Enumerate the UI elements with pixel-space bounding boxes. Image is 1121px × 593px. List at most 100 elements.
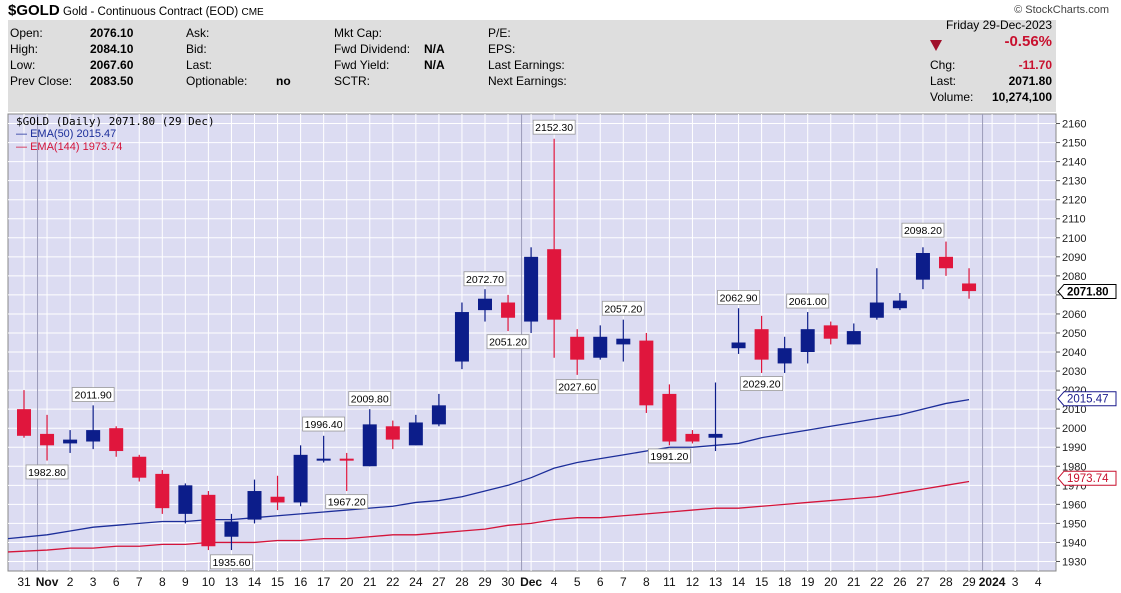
mkt-cap-label: Mkt Cap:: [334, 26, 383, 40]
candle-body: [17, 409, 31, 436]
x-tick-label: 8: [159, 575, 166, 589]
price-annotation-box: [901, 222, 945, 238]
y-tick-label: 2050: [1062, 328, 1086, 340]
x-tick-label: 9: [182, 575, 189, 589]
x-tick-label: 15: [271, 575, 285, 589]
x-tick-label: 21: [363, 575, 377, 589]
candle-body: [270, 496, 285, 503]
price-tag: [1057, 391, 1117, 407]
price-annotation-box: [740, 376, 783, 391]
candle-body: [754, 329, 769, 360]
next-earnings-label: Next Earnings:: [488, 74, 567, 88]
x-tick-label: 2024: [979, 575, 1006, 589]
price-annotation-box: [325, 494, 369, 510]
x-tick-label: 28: [939, 575, 953, 589]
x-tick-label: 26: [893, 575, 907, 589]
prev-close-label: Prev Close:: [10, 74, 73, 88]
price-annotation-label: 2009.80: [351, 394, 389, 406]
candle-body: [155, 473, 170, 509]
x-tick-label: 21: [847, 575, 861, 589]
y-tick-label: 2120: [1062, 195, 1086, 207]
candle-body: [109, 428, 124, 452]
candle-body: [777, 348, 792, 364]
quote-panel: Open: 2076.10 High: 2084.10 Low: 2067.60…: [8, 18, 1056, 112]
fwd-yield-value: N/A: [424, 58, 445, 72]
price-annotation-label: 1967.20: [328, 497, 366, 509]
candle-body: [247, 491, 262, 520]
y-tick-label: 2060: [1062, 309, 1086, 321]
x-tick-label: 14: [248, 575, 262, 589]
price-annotation-label: 2057.20: [604, 303, 642, 315]
fwd-dividend-value: N/A: [424, 42, 445, 56]
x-tick-label: 22: [870, 575, 884, 589]
ema144-line: [7, 480, 970, 553]
candle-body: [939, 256, 953, 269]
eps-label: EPS:: [488, 42, 516, 56]
x-tick-label: Nov: [36, 575, 59, 589]
x-tick-label: 18: [778, 575, 792, 589]
open-value: 2076.10: [90, 26, 134, 40]
x-tick-label: 3: [90, 575, 97, 589]
chg-value: -11.70: [1018, 58, 1052, 72]
price-tag: [1057, 283, 1117, 299]
x-tick-label: 8: [643, 575, 650, 589]
candle-body: [316, 458, 331, 461]
y-tick-label: 2010: [1062, 404, 1086, 416]
prev-close-value: 2083.50: [90, 74, 134, 88]
price-tag-label: 2071.80: [1067, 286, 1109, 298]
price-annotation-box: [786, 293, 830, 309]
x-tick-label: 6: [113, 575, 120, 589]
x-tick-label: 27: [432, 575, 446, 589]
last-label: Last:: [930, 74, 957, 88]
x-tick-label: 22: [386, 575, 400, 589]
quote-date: Friday 29-Dec-2023: [945, 18, 1052, 32]
x-tick-label: 24: [409, 575, 423, 589]
candle-body: [501, 302, 516, 318]
price-annotation-box: [210, 554, 253, 570]
x-tick-label: 20: [824, 575, 838, 589]
x-tick-label: 14: [732, 575, 746, 589]
x-tick-label: Dec: [520, 575, 542, 589]
symbol: $GOLD: [8, 2, 60, 19]
x-tick-label: 29: [962, 575, 976, 589]
candle-body: [178, 485, 193, 514]
legend-main: $GOLD (Daily) 2071.80 (29 Dec): [16, 115, 215, 128]
x-tick-label: 15: [755, 575, 769, 589]
price-annotation-label: 1935.60: [212, 557, 250, 569]
down-triangle-icon: [930, 40, 942, 51]
candle-body: [201, 494, 216, 547]
price-annotation-box: [532, 119, 576, 135]
open-label: Open:: [10, 26, 43, 40]
low-value: 2067.60: [90, 58, 134, 72]
pe-label: P/E:: [488, 26, 511, 40]
x-tick-label: 20: [340, 575, 354, 589]
legend-ema144: — EMA(144) 1973.74: [16, 141, 123, 153]
y-tick-label: 2000: [1062, 423, 1086, 435]
candle-body: [915, 253, 930, 280]
legend-ema50-text: EMA(50) 2015.47: [30, 128, 117, 140]
price-annotation-box: [25, 464, 69, 480]
candle-body: [962, 283, 977, 292]
y-tick-label: 2150: [1062, 138, 1086, 150]
volume-value: 10,274,100: [991, 90, 1052, 104]
candle-body: [869, 302, 884, 318]
y-tick-label: 2140: [1062, 157, 1086, 169]
candle-body: [846, 331, 861, 345]
legend-ema50: — EMA(50) 2015.47: [16, 128, 117, 140]
candle-body: [478, 298, 492, 311]
x-tick-label: 4: [1035, 575, 1042, 589]
x-tick-label: 6: [597, 575, 604, 589]
price-annotation-label: 1996.40: [305, 419, 343, 431]
y-tick-label: 1990: [1062, 442, 1086, 454]
chart-legend: $GOLD (Daily) 2071.80 (29 Dec) — EMA(50)…: [16, 115, 215, 154]
y-tick-label: 1940: [1062, 537, 1086, 549]
x-tick-label: 29: [478, 575, 492, 589]
candle-body: [570, 336, 585, 360]
x-tick-label: 5: [574, 575, 581, 589]
symbol-description: Gold - Continuous Contract (EOD): [63, 6, 239, 18]
x-tick-label: 16: [294, 575, 308, 589]
price-annotation-label: 2098.20: [904, 225, 942, 237]
x-tick-label: 17: [317, 575, 331, 589]
x-tick-label: 10: [202, 575, 216, 589]
price-annotation-label: 2152.30: [535, 122, 573, 134]
